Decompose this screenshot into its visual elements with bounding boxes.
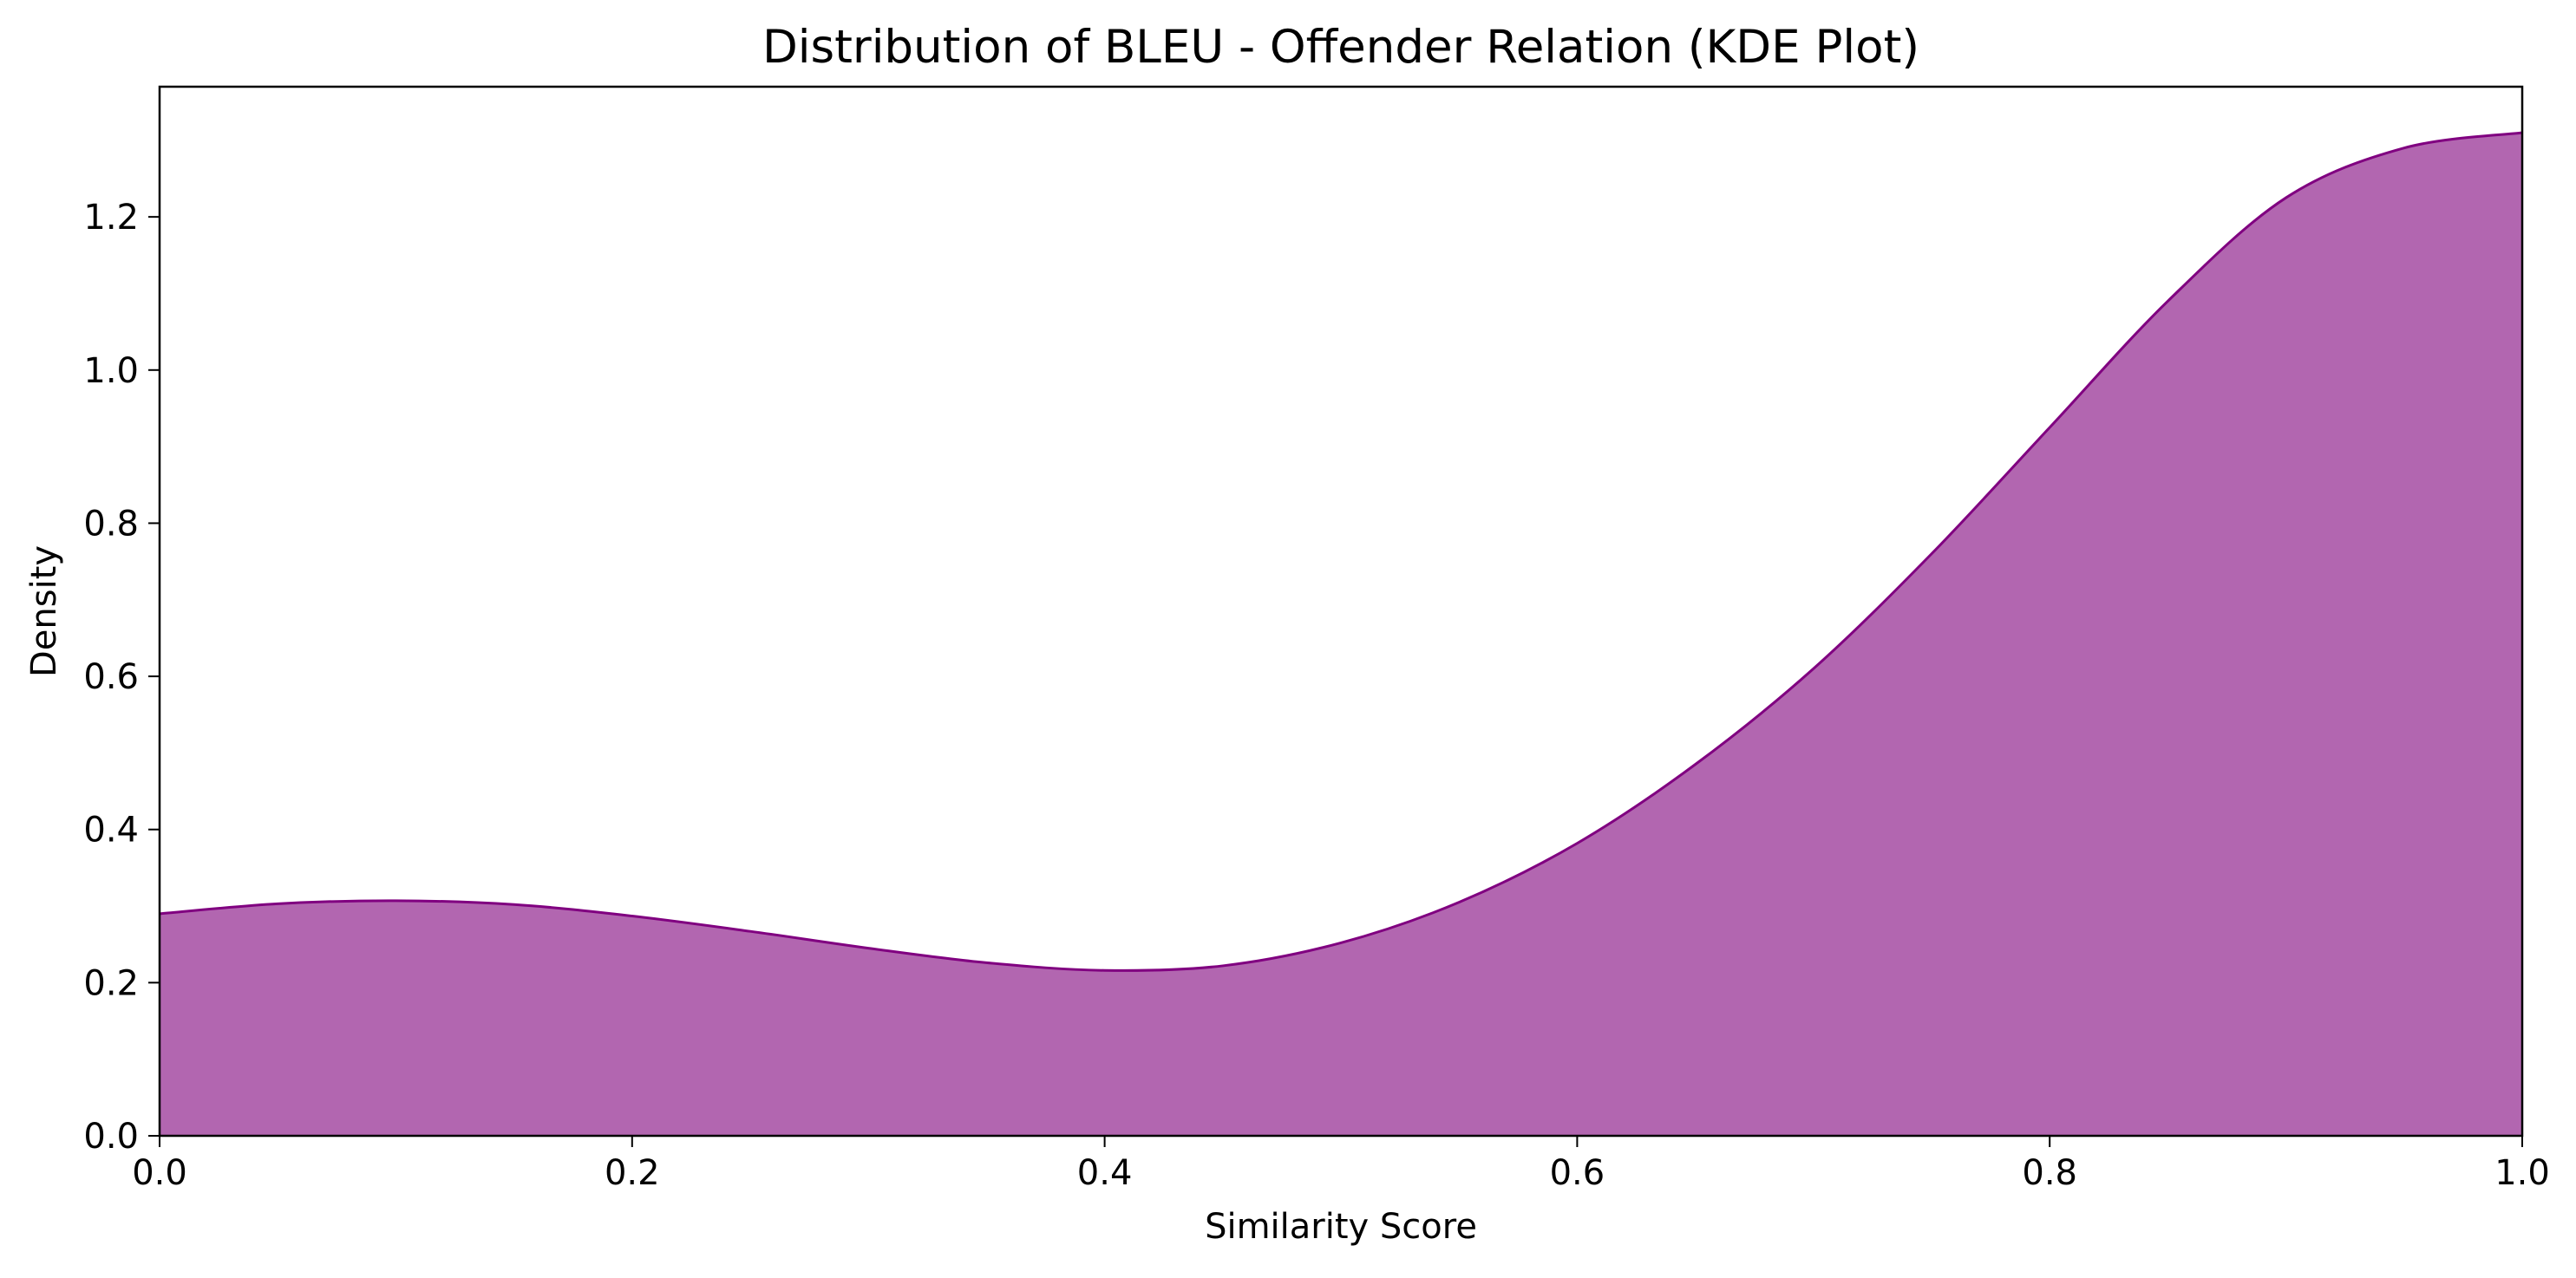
x-tick-label: 0.8 — [2022, 1153, 2077, 1193]
y-tick-label: 0.2 — [83, 963, 139, 1003]
chart-title: Distribution of BLEU - Offender Relation… — [762, 21, 1919, 74]
y-axis-label: Density — [24, 545, 64, 677]
x-axis: 0.0 0.2 0.4 0.6 0.8 1.0 — [132, 1136, 2550, 1193]
x-tick-label: 0.0 — [132, 1153, 187, 1193]
plot-frame — [158, 85, 2524, 1138]
plot-area — [159, 131, 2523, 1137]
y-tick-label: 0.4 — [83, 811, 139, 851]
y-tick-label: 1.2 — [83, 198, 139, 238]
x-axis-label: Similarity Score — [1205, 1207, 1477, 1247]
x-tick-label: 1.0 — [2494, 1153, 2550, 1193]
kde-line — [159, 131, 2523, 972]
x-tick-label: 0.2 — [605, 1153, 660, 1193]
kde-area-fill — [160, 132, 2522, 1137]
y-tick-label: 0.0 — [83, 1117, 139, 1157]
y-tick-label: 0.8 — [83, 504, 139, 544]
x-tick-label: 0.6 — [1550, 1153, 1605, 1193]
y-tick-label: 0.6 — [83, 657, 139, 697]
y-axis: 0.0 0.2 0.4 0.6 0.8 1.0 1.2 — [83, 198, 160, 1157]
y-tick-label: 1.0 — [83, 351, 139, 391]
x-tick-label: 0.4 — [1077, 1153, 1133, 1193]
